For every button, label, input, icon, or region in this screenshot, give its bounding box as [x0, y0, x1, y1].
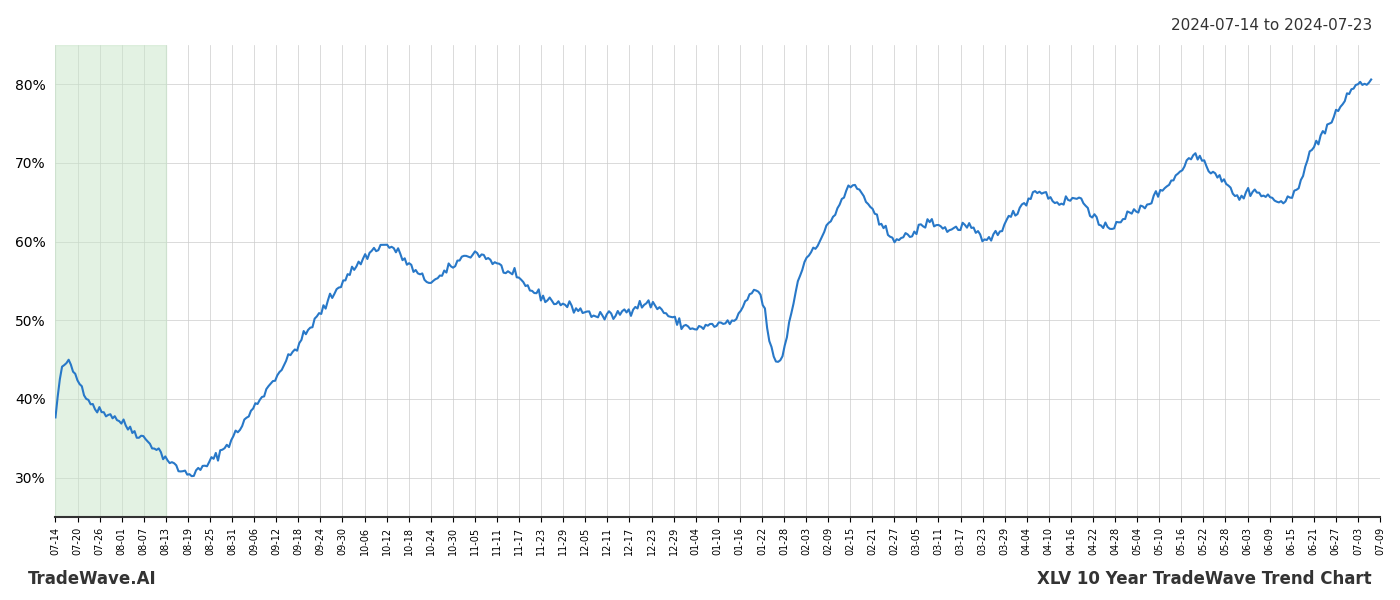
Text: 2024-07-14 to 2024-07-23: 2024-07-14 to 2024-07-23 [1170, 18, 1372, 33]
Text: TradeWave.AI: TradeWave.AI [28, 570, 157, 588]
Text: XLV 10 Year TradeWave Trend Chart: XLV 10 Year TradeWave Trend Chart [1037, 570, 1372, 588]
Bar [56, 45, 165, 517]
